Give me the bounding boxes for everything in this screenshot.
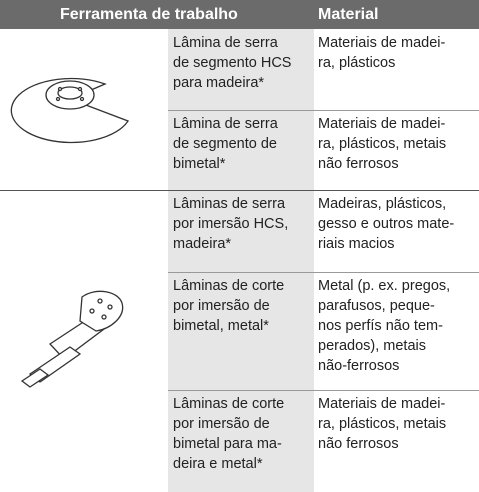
text-line: Lâminas de serra [173,196,286,212]
text-line: bimetal, metal* [173,318,269,334]
row-separator [168,272,479,273]
segment-saw-blade [10,77,129,144]
text-line: não ferrosos [318,156,399,172]
text-line: Lâmina de serra [173,35,278,51]
text-line: Metal (p. ex. pregos, [318,278,451,294]
material-cell: Metal (p. ex. pregos, parafusos, peque-no… [318,276,450,376]
material-cell: Materiais de madei-ra, plásticos [318,33,445,73]
header-material: Material [318,6,379,23]
tool-column [168,29,314,492]
text-line: perados), metais [318,338,426,354]
material-cell: Materiais de madei-ra, plásticos, metais… [318,114,446,174]
text-line: riais macios [318,236,395,252]
text-line: Lâminas de corte [173,396,285,412]
text-line: ra, plásticos [318,55,396,71]
text-line: ra, plásticos, metais [318,416,447,432]
text-line: bimetal para ma- [173,436,282,452]
text-line: Materiais de madei- [318,396,446,412]
tool-cell: Lâmina de serra de segmento HCS para madei… [173,33,291,93]
material-cell: Madeiras, plásticos, gesso e outros mate-… [318,194,454,254]
text-line: bimetal* [173,156,226,172]
text-line: de segmento HCS [173,55,292,71]
text-line: nos perfís não tem- [318,318,443,334]
tool-cell: Lâminas de serra por imersão HCS, madeira* [173,194,288,254]
tool-cell: Lâminas de corte por imersão de bimetal, m… [173,276,284,336]
text-line: não ferrosos [318,436,399,452]
row-separator [168,390,479,391]
text-line: deira e metal* [173,456,263,472]
group-separator [0,190,479,191]
row-separator [168,110,479,111]
text-line: madeira* [173,236,232,252]
text-line: parafusos, peque- [318,298,435,314]
text-line: ra, plásticos, metais [318,136,447,152]
text-line: por imersão de [173,298,270,314]
tool-cell: Lâmina de serra de segmento de bimetal* [173,114,278,174]
text-line: não-ferrosos [318,358,400,374]
text-line: Lâmina de serra [173,116,278,132]
illustrations [10,77,129,388]
tool-cell: Lâminas de corte por imersão de bimetal pa… [173,394,284,474]
header-bar [0,0,479,29]
text-line: para madeira* [173,75,265,91]
text-line: Lâminas de corte [173,278,285,294]
text-line: por imersão de [173,416,270,432]
plunge-blade [20,290,124,388]
header-tool: Ferramenta de trabalho [60,6,238,23]
material-cell: Materiais de madei-ra, plásticos, metais… [318,394,446,454]
text-line: Materiais de madei- [318,116,446,132]
text-line: gesso e outros mate- [318,216,455,232]
text-line: Materiais de madei- [318,35,446,51]
text-line: Madeiras, plásticos, [318,196,447,212]
text-line: de segmento de [173,136,277,152]
text-line: por imersão HCS, [173,216,289,232]
